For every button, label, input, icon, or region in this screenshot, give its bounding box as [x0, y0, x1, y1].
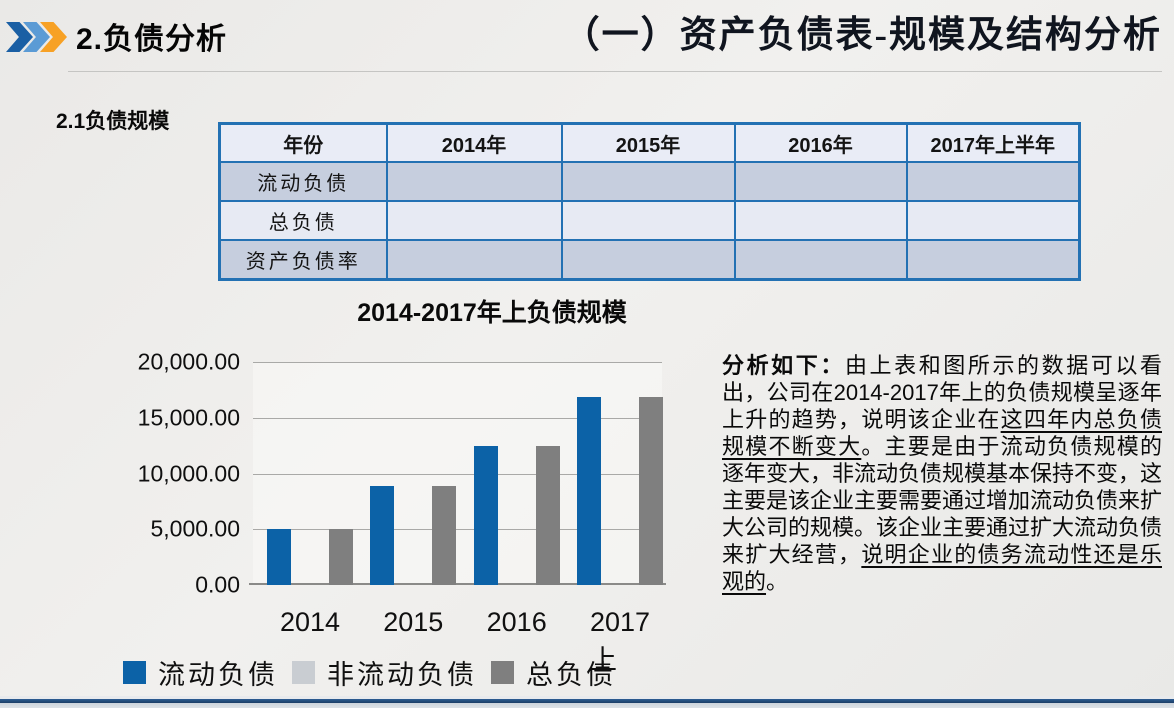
chart-bar — [535, 445, 560, 585]
table-row-label: 资产负债率 — [218, 239, 388, 280]
x-axis-label: 2014 — [279, 607, 341, 637]
gridline — [253, 417, 662, 419]
table-cell — [905, 161, 1081, 202]
y-axis: 20,000.00 15,000.00 10,000.00 5,000.00 0.00 — [95, 349, 240, 598]
debt-scale-table: 年份 2014年 2015年 2016年 2017年上半年 流动负债 总负债 资产负债率 — [218, 122, 1081, 281]
legend-swatch — [491, 661, 514, 684]
table-cell — [733, 239, 908, 280]
header-divider — [68, 71, 1162, 72]
table-cell — [385, 239, 563, 280]
gridline — [253, 529, 662, 531]
analysis-segment: 说明企业的债务流动性还是乐观的 — [722, 542, 1162, 594]
gridline — [253, 362, 662, 363]
table-cell — [905, 200, 1081, 241]
analysis-segment: 这四年内总负债规模不断变大 — [722, 407, 1162, 459]
analysis-segment: 。 — [766, 569, 789, 594]
table-cell — [560, 239, 736, 280]
chart-bar — [267, 529, 291, 585]
legend-item: 总负债 — [491, 653, 616, 692]
x-axis-label: 2016 — [486, 607, 547, 637]
chart-bar — [639, 396, 663, 585]
analysis-text: 分析如下：由上表和图所示的数据可以看出，公司在2014-2017年上的负债规模呈… — [722, 352, 1162, 595]
analysis-segment: 。主要是由于流动负债规模的逐年变大，非流动负债规模基本保持不变，这主要是该企业主… — [722, 434, 1163, 567]
triple-chevron-right-icon — [6, 22, 70, 52]
x-axis-line — [249, 583, 666, 585]
table-column-header: 2015年 — [560, 122, 736, 163]
chart-title: 2014-2017年上负债规模 — [357, 299, 627, 327]
table-cell — [733, 200, 908, 241]
y-axis-tick-label: 5,000.00 — [150, 515, 240, 542]
legend-label: 总负债 — [526, 660, 616, 690]
table-cell — [905, 239, 1081, 280]
table-row: 资产负债率 — [218, 239, 1081, 280]
x-axis-label: 2015 — [383, 607, 444, 637]
chart-bar — [329, 529, 353, 585]
chart-bar — [370, 485, 395, 585]
chart-legend: 流动负债 非流动负债 总负债 — [123, 653, 616, 692]
subsection-label: 2.1负债规模 — [56, 110, 170, 133]
table-column-header: 2014年 — [385, 122, 563, 163]
table-header-row: 年份 2014年 2015年 2016年 2017年上半年 — [218, 122, 1081, 163]
analysis-segment: 由上表和图所示的数据可以看出，公司在2014-2017年上的负债规模呈逐年上升的… — [722, 353, 1162, 432]
legend-swatch — [292, 661, 315, 684]
chart-plot-area — [249, 362, 666, 585]
section-title: 2.负债分析 — [76, 23, 228, 56]
legend-label: 非流动负债 — [327, 660, 477, 690]
y-axis-tick-label: 15,000.00 — [137, 404, 240, 431]
table-cell — [560, 161, 736, 202]
chart-bar — [473, 445, 498, 585]
legend-item: 非流动负债 — [292, 653, 477, 692]
table-column-header: 年份 — [218, 122, 388, 163]
x-axis-label: 2017上 — [589, 607, 651, 675]
table-row: 总负债 — [218, 200, 1081, 241]
table-column-header: 2017年上半年 — [905, 122, 1081, 163]
y-axis-tick-label: 10,000.00 — [137, 460, 240, 486]
legend-label: 流动负债 — [158, 660, 278, 690]
y-axis-tick-label: 0.00 — [195, 571, 240, 598]
legend-swatch — [123, 661, 146, 684]
table-row: 流动负债 — [218, 161, 1081, 202]
gridline — [253, 473, 662, 475]
table-cell — [385, 161, 563, 202]
x-axis: 2014 2015 2016 2017上 — [253, 607, 662, 675]
table-cell — [560, 200, 736, 241]
table-row-label: 流动负债 — [218, 161, 388, 202]
table-column-header: 2016年 — [733, 122, 908, 163]
chart-bar — [577, 396, 601, 585]
y-axis-tick-label: 20,000.00 — [137, 348, 240, 375]
table-cell — [385, 200, 563, 241]
bottom-accent-bar — [0, 696, 1174, 708]
legend-item: 流动负债 — [123, 653, 278, 692]
analysis-segment: 分析如下： — [722, 353, 845, 378]
table-cell — [733, 161, 908, 202]
chart-bar — [432, 485, 457, 585]
page-title: （一）资产负债表-规模及结构分析 — [562, 15, 1162, 56]
table-row-label: 总负债 — [218, 200, 388, 241]
